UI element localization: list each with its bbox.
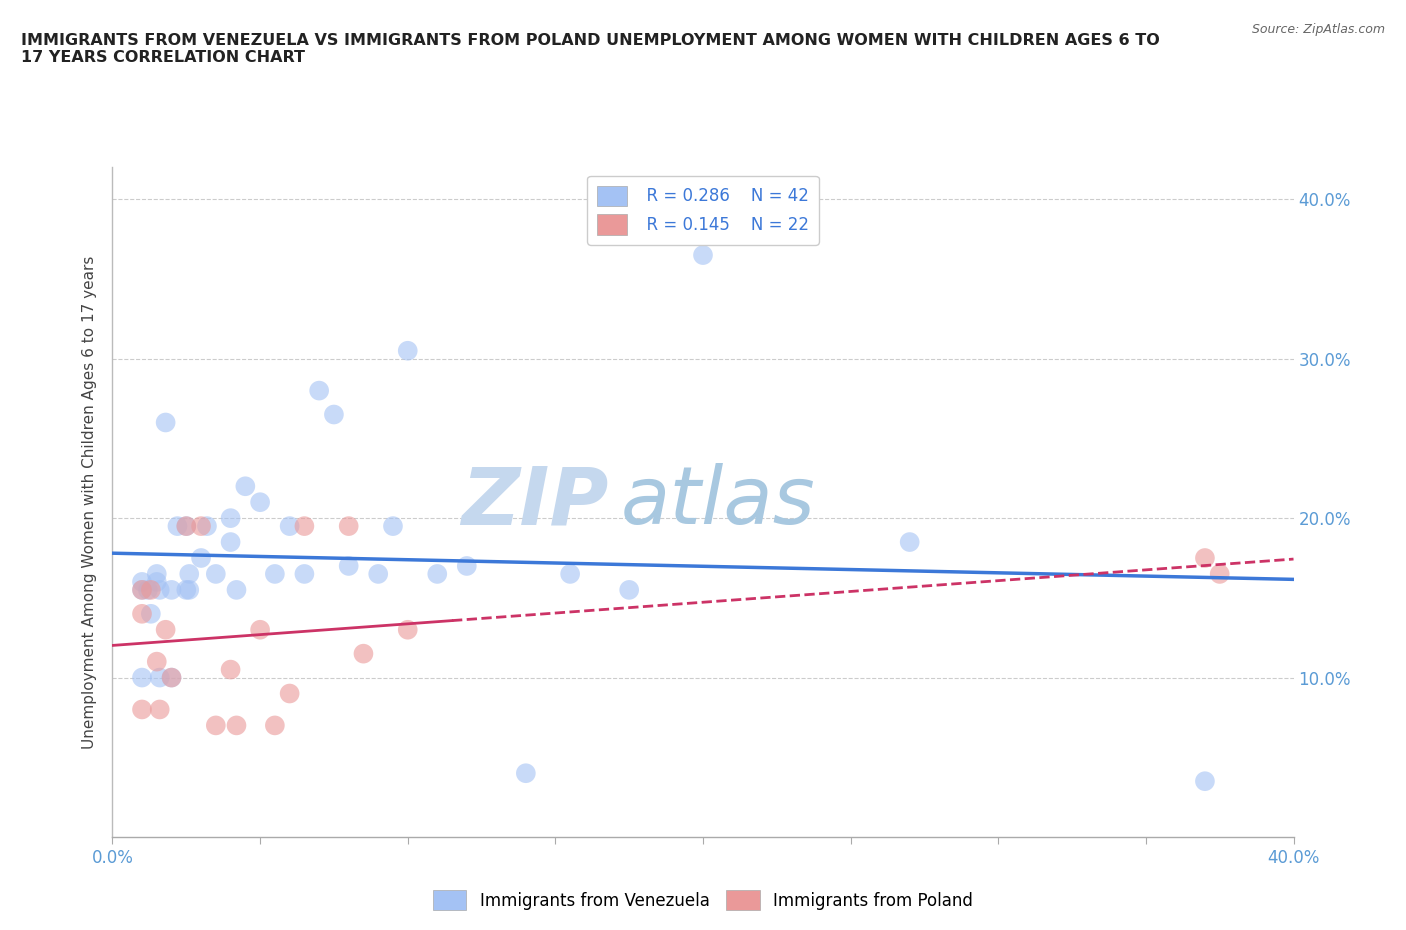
Y-axis label: Unemployment Among Women with Children Ages 6 to 17 years: Unemployment Among Women with Children A… bbox=[82, 256, 97, 749]
Point bbox=[174, 519, 197, 534]
Point bbox=[179, 566, 201, 581]
Text: atlas: atlas bbox=[620, 463, 815, 541]
Point bbox=[205, 718, 228, 733]
Point bbox=[160, 671, 183, 685]
Point bbox=[1194, 774, 1216, 789]
Legend:   R = 0.286    N = 42,   R = 0.145    N = 22: R = 0.286 N = 42, R = 0.145 N = 22 bbox=[588, 176, 818, 245]
Point bbox=[155, 622, 177, 637]
Point bbox=[219, 662, 242, 677]
Point bbox=[131, 582, 153, 597]
Point bbox=[131, 606, 153, 621]
Point bbox=[155, 415, 177, 430]
Text: Source: ZipAtlas.com: Source: ZipAtlas.com bbox=[1251, 23, 1385, 36]
Point bbox=[149, 702, 172, 717]
Point bbox=[146, 566, 169, 581]
Point bbox=[160, 582, 183, 597]
Point bbox=[174, 582, 197, 597]
Point bbox=[396, 343, 419, 358]
Point bbox=[160, 671, 183, 685]
Point bbox=[225, 718, 247, 733]
Point bbox=[292, 519, 315, 534]
Point bbox=[515, 765, 537, 780]
Point bbox=[367, 566, 389, 581]
Point bbox=[278, 519, 301, 534]
Point bbox=[619, 582, 641, 597]
Point bbox=[219, 511, 242, 525]
Point bbox=[131, 575, 153, 590]
Point bbox=[205, 566, 228, 581]
Point bbox=[219, 535, 242, 550]
Point bbox=[323, 407, 346, 422]
Point bbox=[131, 582, 153, 597]
Point bbox=[146, 575, 169, 590]
Point bbox=[149, 671, 172, 685]
Point bbox=[352, 646, 374, 661]
Text: IMMIGRANTS FROM VENEZUELA VS IMMIGRANTS FROM POLAND UNEMPLOYMENT AMONG WOMEN WIT: IMMIGRANTS FROM VENEZUELA VS IMMIGRANTS … bbox=[21, 33, 1160, 65]
Point bbox=[139, 606, 162, 621]
Point bbox=[558, 566, 582, 581]
Point bbox=[456, 559, 478, 574]
Point bbox=[174, 519, 197, 534]
Point bbox=[898, 535, 921, 550]
Point bbox=[225, 582, 247, 597]
Point bbox=[264, 566, 287, 581]
Point bbox=[190, 551, 212, 565]
Point bbox=[190, 519, 212, 534]
Point bbox=[136, 582, 159, 597]
Point bbox=[382, 519, 405, 534]
Point bbox=[692, 247, 714, 262]
Point bbox=[292, 566, 315, 581]
Point bbox=[308, 383, 330, 398]
Point bbox=[1208, 566, 1232, 581]
Point bbox=[337, 519, 360, 534]
Point bbox=[396, 622, 419, 637]
Point bbox=[1194, 551, 1216, 565]
Point bbox=[131, 702, 153, 717]
Legend: Immigrants from Venezuela, Immigrants from Poland: Immigrants from Venezuela, Immigrants fr… bbox=[426, 884, 980, 917]
Point bbox=[139, 582, 162, 597]
Point bbox=[149, 582, 172, 597]
Point bbox=[146, 654, 169, 669]
Point bbox=[179, 582, 201, 597]
Point bbox=[278, 686, 301, 701]
Text: ZIP: ZIP bbox=[461, 463, 609, 541]
Point bbox=[249, 495, 271, 510]
Point bbox=[264, 718, 287, 733]
Point bbox=[233, 479, 256, 494]
Point bbox=[195, 519, 218, 534]
Point bbox=[426, 566, 449, 581]
Point bbox=[249, 622, 271, 637]
Point bbox=[166, 519, 188, 534]
Point bbox=[131, 671, 153, 685]
Point bbox=[337, 559, 360, 574]
